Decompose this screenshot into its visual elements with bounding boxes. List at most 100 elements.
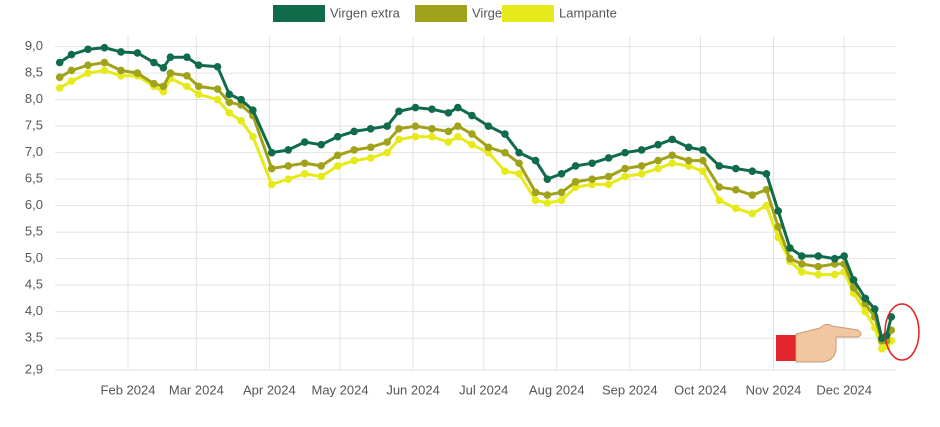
data-point — [183, 71, 191, 80]
data-point — [515, 148, 523, 157]
data-point — [249, 106, 257, 115]
data-point — [133, 69, 142, 77]
data-point — [395, 135, 403, 144]
data-point — [715, 162, 724, 170]
data-point — [484, 143, 493, 152]
data-point — [748, 209, 757, 218]
data-point — [350, 146, 358, 154]
data-point — [684, 143, 693, 152]
legend-swatch — [415, 5, 467, 22]
data-point — [194, 61, 203, 69]
data-point — [225, 98, 234, 107]
data-point — [830, 260, 839, 268]
data-point — [444, 127, 453, 136]
hand — [795, 323, 862, 363]
data-point — [159, 64, 168, 72]
data-point — [100, 43, 109, 52]
data-point — [501, 148, 509, 157]
data-point — [117, 66, 125, 75]
data-point — [411, 103, 420, 112]
x-tick-label: Jun 2024 — [386, 382, 440, 397]
x-tick-label: Apr 2024 — [243, 382, 296, 397]
data-point — [715, 183, 724, 191]
data-point — [84, 45, 92, 54]
data-point — [468, 140, 476, 149]
data-point — [870, 305, 879, 313]
data-point — [515, 159, 523, 168]
data-point — [571, 162, 580, 170]
data-point — [383, 138, 391, 146]
data-point — [887, 313, 896, 321]
data-point — [468, 111, 476, 120]
data-point — [797, 268, 806, 276]
data-point — [67, 66, 76, 75]
pointer-hand — [776, 323, 862, 363]
data-point — [194, 82, 203, 91]
legend-label: Virgen — [472, 5, 509, 20]
data-point — [684, 156, 693, 165]
data-point — [748, 191, 757, 199]
x-tick-label: May 2024 — [311, 382, 368, 397]
data-point — [454, 122, 462, 130]
y-tick-label: 6,0 — [25, 197, 43, 212]
data-point — [654, 164, 662, 173]
grid: 2,9 3,5 4,0 4,5 5,0 5,5 6,0 6,5 7,0 7,5 8,0 8,5 9,0 F… — [25, 36, 896, 397]
data-point — [531, 196, 540, 205]
data-point — [249, 132, 257, 141]
data-point — [604, 172, 613, 181]
legend-label: Lampante — [559, 5, 617, 20]
data-point — [300, 138, 309, 146]
data-point — [882, 331, 891, 340]
data-point — [604, 180, 613, 189]
data-point — [637, 170, 646, 178]
data-point — [411, 122, 420, 130]
data-point — [501, 167, 509, 175]
y-tick-label: 5,5 — [25, 224, 43, 239]
data-point — [67, 50, 76, 59]
data-point — [55, 58, 64, 67]
data-point — [55, 73, 64, 82]
data-point — [668, 151, 677, 160]
legend: Virgen extra Virgen Lampante — [273, 5, 617, 22]
x-tick-label: Aug 2024 — [529, 382, 585, 397]
legend-swatch — [502, 5, 554, 22]
data-point — [366, 124, 375, 133]
data-point — [699, 156, 707, 165]
data-point — [213, 62, 222, 71]
data-point — [100, 58, 109, 67]
plot — [55, 43, 896, 353]
data-point — [543, 199, 552, 207]
data-point — [588, 159, 596, 168]
legend-swatch — [273, 5, 325, 22]
data-point — [225, 109, 234, 117]
y-tick-label: 8,5 — [25, 65, 43, 80]
data-point — [383, 122, 391, 130]
data-point — [588, 180, 596, 189]
data-point — [213, 95, 222, 104]
data-point — [668, 159, 677, 168]
data-point — [150, 79, 158, 88]
data-point — [484, 122, 493, 130]
x-tick-label: Mar 2024 — [169, 382, 224, 397]
data-point — [797, 260, 806, 268]
data-point — [159, 87, 168, 96]
data-point — [786, 244, 794, 252]
data-point — [117, 71, 125, 80]
data-point — [543, 191, 552, 199]
data-point — [543, 175, 552, 183]
data-point — [300, 159, 309, 168]
data-point — [484, 148, 493, 157]
x-tick-label: Sep 2024 — [602, 382, 658, 397]
data-point — [637, 146, 646, 154]
data-point — [428, 105, 436, 113]
data-point — [774, 207, 783, 215]
data-point — [267, 164, 276, 173]
data-point — [333, 132, 342, 141]
x-tick-label: Oct 2024 — [674, 382, 727, 397]
data-point — [350, 156, 358, 165]
data-point — [267, 180, 276, 189]
data-point — [366, 143, 375, 152]
x-tick-label: Nov 2024 — [746, 382, 802, 397]
y-tick-label: 4,0 — [25, 303, 43, 318]
data-point — [133, 49, 142, 57]
